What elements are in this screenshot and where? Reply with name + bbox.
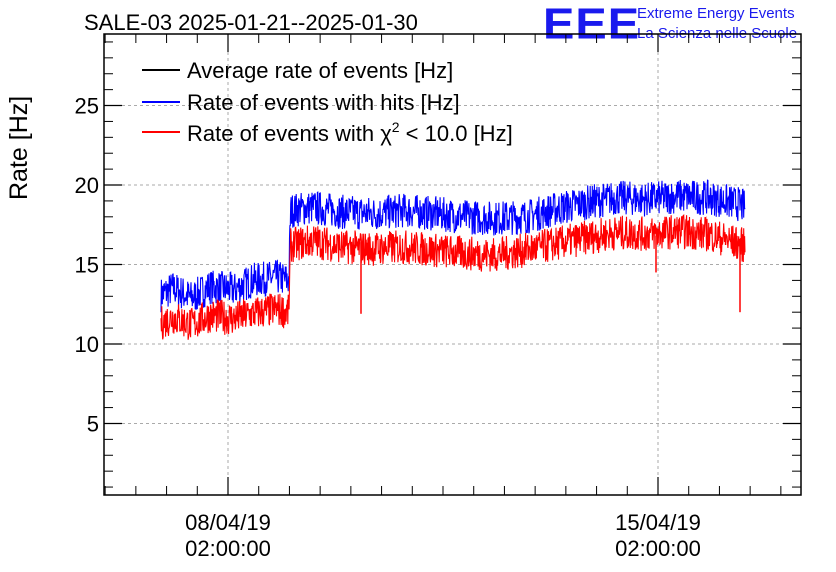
y-tick-label: 20 bbox=[75, 173, 99, 198]
ticks: 51015202508/04/1902:00:0015/04/1902:00:0… bbox=[75, 34, 801, 561]
legend-chi2-post: < 10.0 [Hz] bbox=[400, 121, 513, 146]
x-tick-label-time: 02:00:00 bbox=[615, 536, 701, 561]
y-tick-label: 15 bbox=[75, 253, 99, 278]
chart-title: SALE-03 2025-01-21--2025-01-30 bbox=[84, 10, 418, 35]
y-tick-label: 10 bbox=[75, 332, 99, 357]
x-tick-label-time: 02:00:00 bbox=[185, 536, 271, 561]
legend: Average rate of events [Hz] Rate of even… bbox=[142, 58, 513, 146]
series-line-1 bbox=[160, 179, 746, 313]
logo-line-1: Extreme Energy Events bbox=[637, 5, 795, 22]
y-tick-label: 25 bbox=[75, 94, 99, 119]
legend-chi2-pre: Rate of events with χ bbox=[187, 121, 392, 146]
x-tick-label-date: 15/04/19 bbox=[615, 510, 701, 535]
y-tick-label: 5 bbox=[87, 411, 99, 436]
eee-logo: EEE bbox=[543, 0, 641, 48]
legend-label-avg: Average rate of events [Hz] bbox=[187, 58, 453, 83]
legend-chi2-sup: 2 bbox=[392, 119, 400, 135]
x-tick-label-date: 08/04/19 bbox=[185, 510, 271, 535]
series-line-2 bbox=[160, 213, 746, 340]
legend-label-hits: Rate of events with hits [Hz] bbox=[187, 90, 460, 115]
series-layer bbox=[160, 179, 746, 340]
grid bbox=[104, 34, 801, 495]
legend-label-chi2: Rate of events with χ2 < 10.0 [Hz] bbox=[187, 119, 513, 146]
